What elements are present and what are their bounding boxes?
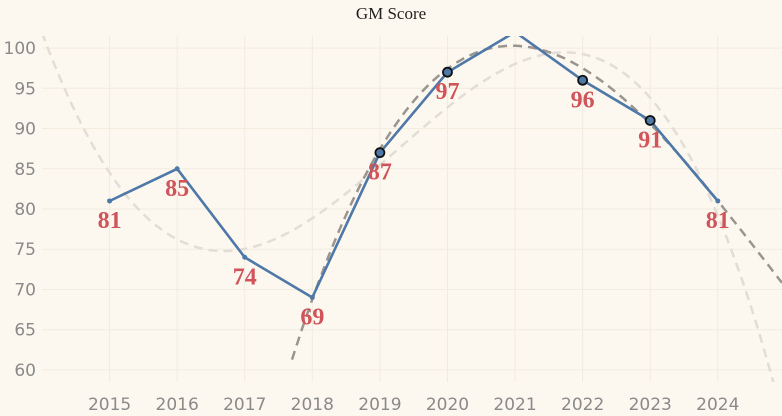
x-tick-label: 2021 bbox=[493, 395, 536, 415]
y-tick-label: 85 bbox=[14, 160, 36, 180]
y-tick-label: 70 bbox=[14, 280, 36, 300]
x-tick-label: 2019 bbox=[358, 395, 401, 415]
x-tick-label: 2017 bbox=[223, 395, 266, 415]
axes: 60 65 70 75 80 85 90 95 100 2015 2016 2017 2018 2019 2… bbox=[4, 39, 740, 415]
data-point-highlighted bbox=[374, 147, 386, 159]
x-tick-label: 2020 bbox=[426, 395, 469, 415]
y-tick-label: 75 bbox=[14, 240, 36, 260]
trendline-wide bbox=[42, 36, 775, 382]
series-line bbox=[109, 36, 719, 299]
x-tick-label: 2018 bbox=[291, 395, 334, 415]
y-tick-label: 65 bbox=[14, 321, 36, 341]
trendline-recent bbox=[290, 44, 782, 360]
data-label: 87 bbox=[368, 160, 392, 186]
data-point bbox=[242, 254, 248, 260]
data-point bbox=[107, 198, 113, 204]
data-points bbox=[107, 66, 721, 301]
data-point bbox=[309, 295, 315, 301]
x-tick-label: 2024 bbox=[696, 395, 739, 415]
data-point-highlighted bbox=[577, 74, 589, 86]
grid bbox=[42, 36, 782, 382]
trendlines bbox=[42, 36, 782, 382]
data-label: 96 bbox=[571, 87, 595, 113]
chart-title: GM Score bbox=[355, 4, 427, 23]
series bbox=[109, 36, 719, 299]
data-point bbox=[715, 198, 721, 204]
data-point-highlighted bbox=[442, 66, 453, 78]
data-label: 74 bbox=[233, 264, 257, 290]
data-point bbox=[174, 166, 180, 172]
y-tick-label: 95 bbox=[14, 79, 36, 99]
x-tick-label: 2016 bbox=[156, 395, 199, 415]
data-label: 85 bbox=[165, 176, 189, 202]
y-tick-label: 100 bbox=[4, 39, 36, 59]
y-tick-label: 90 bbox=[14, 120, 36, 140]
data-label: 81 bbox=[98, 208, 122, 234]
data-label: 91 bbox=[638, 127, 662, 153]
data-point-highlighted bbox=[644, 115, 656, 126]
y-tick-label: 80 bbox=[14, 200, 36, 220]
x-tick-label: 2015 bbox=[88, 395, 131, 415]
data-labels: 81 85 74 69 87 97 96 91 81 bbox=[98, 79, 730, 330]
data-label: 97 bbox=[435, 79, 459, 105]
data-label: 81 bbox=[706, 208, 730, 234]
data-label: 69 bbox=[300, 305, 324, 331]
x-tick-label: 2023 bbox=[629, 395, 672, 415]
y-tick-label: 60 bbox=[14, 361, 36, 381]
x-tick-label: 2022 bbox=[561, 395, 604, 415]
